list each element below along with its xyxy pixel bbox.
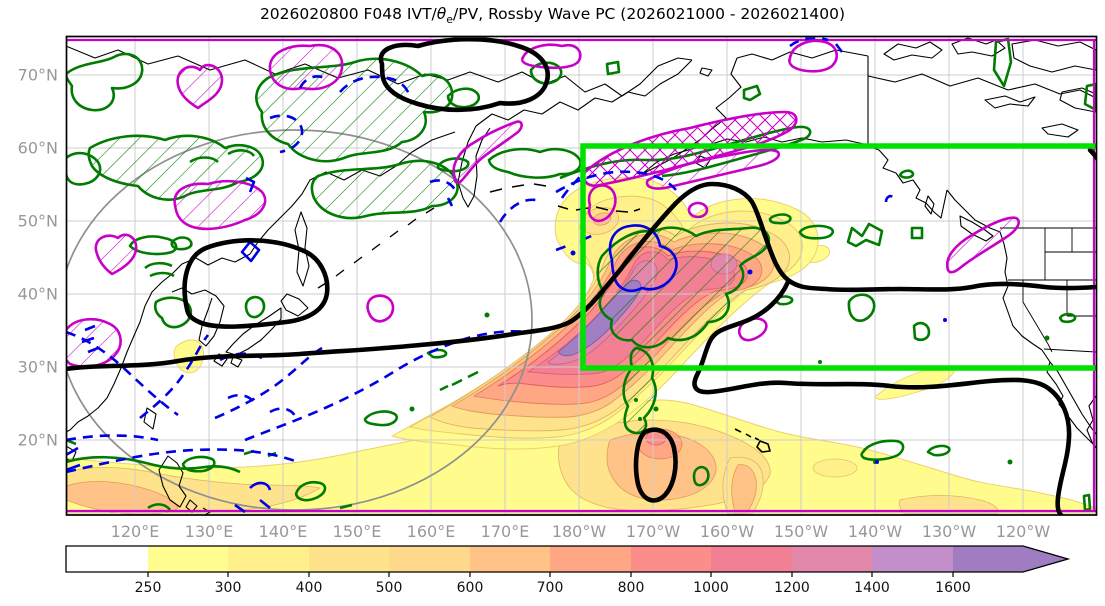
colorbar-segment (711, 546, 792, 572)
colorbar-tick-label: 1400 (854, 580, 890, 596)
alaska-coast (641, 49, 869, 175)
lon-tick-label: 180°W (552, 522, 607, 541)
colorbar-segment (66, 546, 148, 572)
colorbar-segment (228, 546, 309, 572)
colorbar-segment (792, 546, 872, 572)
colorbar-segment (389, 546, 470, 572)
colorbar-tick-label: 300 (215, 580, 242, 596)
longitude-tick-labels: 120°E 130°E 140°E 150°E 160°E 170°E 180°W 170°W… (111, 522, 1051, 541)
colorbar-tick-label: 1200 (774, 580, 810, 596)
sakhalin-island (294, 211, 310, 287)
lon-tick-label: 140°E (259, 522, 308, 541)
lat-tick-label: 50°N (18, 212, 58, 231)
colorbar-tick-label: 700 (537, 580, 564, 596)
green-analysis-box (580, 143, 1096, 371)
japan-sea-black-loop (182, 238, 330, 329)
us-state-borders (1000, 227, 1096, 353)
lon-tick-label: 130°W (922, 522, 977, 541)
lat-tick-label: 70°N (18, 66, 58, 85)
colorbar-segment (470, 546, 550, 572)
lon-tick-label: 120°W (996, 522, 1051, 541)
lon-tick-label: 160°E (407, 522, 456, 541)
lon-tick-label: 160°W (700, 522, 755, 541)
black-oval-ring (633, 427, 678, 503)
colorbar-tick-label: 500 (376, 580, 403, 596)
chukotka-black-blob (378, 37, 550, 113)
alaska-magenta-band (582, 110, 798, 187)
title-text-2: /PV, Rossby Wave PC (2026021000 - 202602… (453, 5, 846, 23)
honshu-island (225, 307, 282, 356)
taiwan-island (143, 407, 157, 430)
lon-tick-label: 170°W (626, 522, 681, 541)
lon-tick-label: 170°E (481, 522, 530, 541)
colorbar-tick-label: 400 (296, 580, 323, 596)
lon-tick-label: 150°E (333, 522, 382, 541)
jet-contour (67, 181, 1096, 372)
lon-tick-label: 140°W (848, 522, 903, 541)
hokkaido-island (280, 293, 309, 317)
plume-head-green-contour (596, 226, 771, 349)
colorbar-arrow (1023, 546, 1068, 572)
lat-tick-label: 20°N (18, 431, 58, 450)
lon-tick-label: 120°E (111, 522, 160, 541)
colorbar-segment (148, 546, 228, 572)
north-america-west-coast (867, 145, 1043, 351)
blue-contours (67, 37, 947, 514)
korea-coast (171, 287, 225, 347)
title-text-1: 2026020800 F048 IVT/ (259, 5, 437, 23)
colorbar-segment (309, 546, 389, 572)
black-thick-contours (67, 37, 1096, 515)
colorbar-segment (953, 546, 1023, 572)
figure-title: 2026020800 F048 IVT/θe/PV, Rossby Wave P… (0, 5, 1105, 26)
lat-tick-label: 30°N (18, 358, 58, 377)
theta-symbol: θ (436, 5, 447, 23)
colorbar-segment (872, 546, 953, 572)
colorbar-segment (550, 546, 631, 572)
kuril-islands (317, 207, 435, 289)
latitude-tick-labels: 70°N 60°N 50°N 40°N 30°N 20°N (18, 66, 58, 450)
colorbar-tick-label: 1600 (935, 580, 971, 596)
colorbar-outline (65, 545, 1071, 573)
lon-tick-label: 150°W (774, 522, 829, 541)
colorbar-tick-label: 800 (618, 580, 645, 596)
theta-subscript: e (446, 13, 454, 27)
arctic-islands (883, 37, 1096, 113)
hawaii-islands (734, 428, 771, 453)
colorbar-tick-label: 600 (457, 580, 484, 596)
colorbar-tick-label: 1000 (693, 580, 729, 596)
colorbar-segment (631, 546, 711, 572)
plot-frame (65, 35, 1098, 516)
colorbar-tick-label: 250 (135, 580, 162, 596)
lat-tick-label: 40°N (18, 285, 58, 304)
colorbar: 250 300 400 500 600 700 800 1000 1200 1400 1600 (65, 545, 1071, 596)
lat-tick-label: 60°N (18, 139, 58, 158)
magenta-contours (67, 38, 1096, 513)
lon-tick-label: 130°E (185, 522, 234, 541)
blue-dashed-contours (67, 37, 896, 474)
